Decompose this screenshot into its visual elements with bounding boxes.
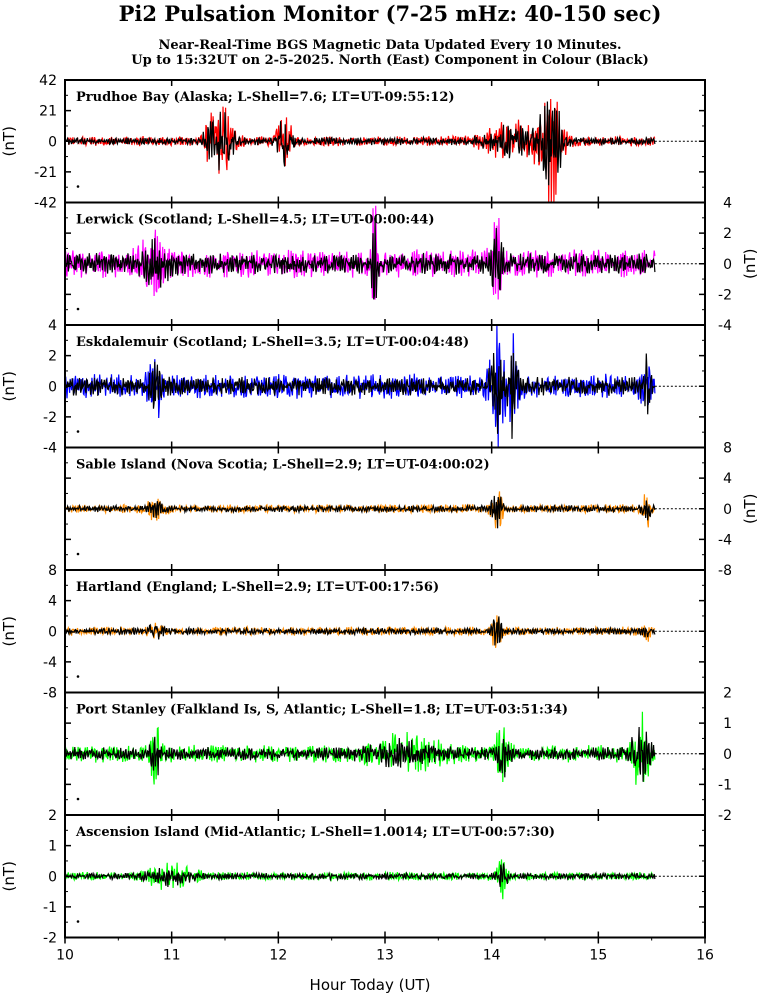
y-tick-label: -2 [718, 808, 732, 824]
panel-marker-dot [76, 552, 80, 556]
y-tick-label: -8 [43, 686, 57, 702]
y-tick-label: 0 [723, 502, 732, 518]
north-component-trace [64, 711, 656, 785]
east-component-trace [64, 101, 656, 186]
east-component-trace [64, 616, 656, 646]
station-label: Sable Island (Nova Scotia; L-Shell=2.9; … [76, 458, 490, 473]
chart-subtitle-line2: Up to 15:32UT on 2-5-2025. North (East) … [131, 53, 649, 68]
panel-marker-dot [76, 675, 80, 678]
y-tick-label: 8 [48, 563, 57, 579]
chart-title: Pi2 Pulsation Monitor (7-25 mHz: 40-150 … [119, 1, 662, 26]
x-tick-label: 14 [483, 948, 501, 964]
unit-label: (nT) [741, 249, 759, 279]
y-tick-label: 21 [39, 104, 57, 120]
y-tick-label: -1 [43, 900, 57, 916]
station-label: Ascension Island (Mid-Atlantic; L-Shell=… [75, 825, 555, 840]
station-panel-4: Hartland (England; L-Shell=2.9; LT=UT-00… [0, 563, 706, 702]
panel-marker-dot [76, 185, 80, 188]
east-component-trace [64, 352, 656, 439]
y-tick-label: -8 [718, 563, 732, 579]
east-component-trace [64, 217, 656, 300]
x-tick-label: 10 [56, 948, 74, 964]
x-axis: 10 11 12 13 14 15 16 [56, 937, 714, 964]
y-tick-label: -2 [718, 287, 732, 303]
station-panel-1: Lerwick (Scotland; L-Shell=4.5; LT=UT-00… [64, 196, 759, 334]
station-panel-6: Ascension Island (Mid-Atlantic; L-Shell=… [0, 808, 706, 947]
x-tick-label: 11 [163, 948, 181, 964]
y-tick-label: 4 [723, 471, 732, 487]
y-tick-label: 8 [723, 441, 732, 457]
north-component-trace [65, 98, 656, 203]
y-tick-label: -2 [43, 410, 57, 426]
y-tick-label: 0 [48, 624, 57, 640]
chart-subtitle-line1: Near-Real-Time BGS Magnetic Data Updated… [158, 38, 621, 53]
y-tick-label: 2 [48, 349, 57, 365]
y-tick-label: 1 [48, 839, 57, 855]
station-label: Prudhoe Bay (Alaska; L-Shell=7.6; LT=UT-… [76, 90, 455, 105]
x-tick-label: 12 [269, 948, 287, 964]
unit-label: (nT) [0, 371, 18, 401]
y-tick-label: -21 [34, 165, 57, 181]
y-tick-label: 4 [48, 318, 57, 334]
unit-label: (nT) [741, 494, 759, 524]
station-panel-3: Sable Island (Nova Scotia; L-Shell=2.9; … [64, 441, 759, 579]
y-tick-label: 0 [48, 134, 57, 150]
y-tick-label: 0 [48, 379, 57, 395]
x-axis-label: Hour Today (UT) [310, 976, 431, 994]
unit-label: (nT) [0, 861, 18, 891]
y-tick-label: 2 [48, 808, 57, 824]
station-panels: Prudhoe Bay (Alaska; L-Shell=7.6; LT=UT-… [0, 73, 759, 947]
x-tick-label: 13 [376, 948, 394, 964]
y-tick-label: 4 [48, 594, 57, 610]
station-label: Port Stanley (Falkland Is, S, Atlantic; … [76, 703, 568, 718]
panel-marker-dot [76, 797, 80, 801]
y-tick-label: 2 [723, 686, 732, 702]
east-component-trace [64, 726, 656, 782]
unit-label: (nT) [0, 126, 18, 156]
y-tick-label: 0 [723, 257, 732, 273]
y-tick-label: 0 [48, 869, 57, 885]
station-label: Hartland (England; L-Shell=2.9; LT=UT-00… [76, 580, 439, 595]
y-tick-label: -42 [34, 196, 57, 212]
y-tick-label: 0 [723, 747, 732, 763]
station-panel-2: Eskdalemuir (Scotland; L-Shell=3.5; LT=U… [0, 318, 706, 457]
east-component-trace [64, 863, 656, 888]
panel-marker-dot [76, 920, 80, 923]
panel-marker-dot [76, 307, 80, 311]
unit-label: (nT) [0, 616, 18, 646]
station-label: Eskdalemuir (Scotland; L-Shell=3.5; LT=U… [76, 335, 469, 350]
y-tick-label: 4 [723, 196, 732, 212]
y-tick-label: -4 [43, 655, 57, 671]
y-tick-label: 1 [723, 716, 732, 732]
y-tick-label: 2 [723, 226, 732, 242]
east-component-trace [64, 495, 656, 529]
north-component-trace [64, 859, 656, 900]
station-panel-5: Port Stanley (Falkland Is, S, Atlantic; … [64, 686, 732, 824]
x-tick-label: 15 [589, 948, 607, 964]
station-panel-0: Prudhoe Bay (Alaska; L-Shell=7.6; LT=UT-… [0, 73, 706, 212]
panel-marker-dot [76, 430, 80, 433]
x-tick-label: 16 [696, 948, 714, 964]
y-tick-label: -4 [718, 532, 732, 548]
y-tick-label: -4 [718, 318, 732, 334]
y-tick-label: -1 [718, 777, 732, 793]
y-tick-label: -4 [43, 441, 57, 457]
y-tick-label: -2 [43, 931, 57, 947]
y-tick-label: 42 [39, 73, 57, 89]
station-label: Lerwick (Scotland; L-Shell=4.5; LT=UT-00… [76, 213, 434, 228]
